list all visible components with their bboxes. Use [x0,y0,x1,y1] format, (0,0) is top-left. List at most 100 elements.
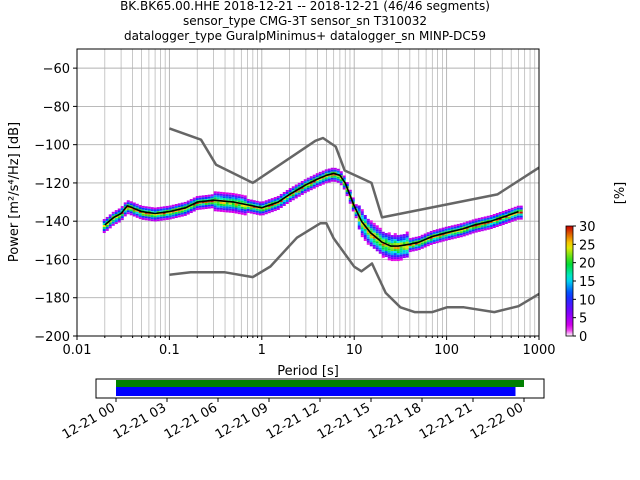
coverage-tick-label: 12-21 09 [213,400,271,442]
pdf-cell [495,225,499,228]
pdf-cell [252,210,256,213]
pdf-cell [288,188,292,191]
pdf-cell [375,239,379,242]
pdf-cell [231,210,235,213]
pdf-cell [159,214,163,217]
pdf-cell [240,206,244,209]
pdf-cell [366,230,370,233]
pdf-cell [348,199,352,202]
pdf-cell [108,224,112,227]
pdf-cell [141,217,145,220]
pdf-cell [420,242,424,245]
pdf-cell [384,241,388,244]
coverage-tick-label: 12-21 15 [315,400,373,442]
pdf-cell [198,203,202,206]
pdf-cell [306,187,310,190]
pdf-cell [474,218,478,221]
pdf-cell [159,212,163,215]
pdf-cell [162,218,166,221]
pdf-cell [261,211,265,214]
pdf-cell [258,203,262,206]
pdf-cell [291,190,295,193]
pdf-cell [387,246,391,249]
pdf-cell [438,234,442,237]
pdf-cell [174,212,178,215]
pdf-cell [396,257,400,260]
pdf-cell [279,193,283,196]
pdf-cell [489,223,493,226]
pdf-cell [486,215,490,218]
pdf-cell [516,213,520,216]
pdf-cell [300,188,304,191]
pdf-cell [207,206,211,209]
pdf-cell [159,208,163,211]
pdf-cell [135,205,139,208]
pdf-cell [276,205,280,208]
pdf-cell [483,216,487,219]
pdf-cell [354,214,358,217]
pdf-cell [468,230,472,233]
pdf-cell [315,177,319,180]
pdf-cell [183,211,187,214]
pdf-cell [405,255,409,258]
pdf-cell [165,213,169,216]
pdf-cell [492,218,496,221]
pdf-cell [315,181,319,184]
pdf-cell [273,199,277,202]
pdf-cell [483,222,487,225]
pdf-cell [312,180,316,183]
pdf-cell [357,219,361,222]
pdf-cell [519,205,523,208]
pdf-cell [117,218,121,221]
pdf-cell [273,203,277,206]
pdf-cell [240,210,244,213]
pdf-cell [153,207,157,210]
pdf-cell [240,200,244,203]
pdf-cell [120,206,124,209]
pdf-cell [192,203,196,206]
pdf-cell [471,221,475,224]
pdf-cell [435,233,439,236]
pdf-cell [237,196,241,199]
pdf-cell [246,198,250,201]
pdf-cell [351,207,355,210]
pdf-cell [261,205,265,208]
pdf-cell [468,228,472,231]
pdf-cell [498,216,502,219]
pdf-cell [249,203,253,206]
pdf-cell [489,219,493,222]
pdf-cell [327,174,331,177]
pdf-cell [168,213,172,216]
pdf-cell [402,250,406,253]
pdf-cell [402,242,406,245]
pdf-cell [489,215,493,218]
pdf-cell [267,209,271,212]
pdf-cell [210,202,214,205]
pdf-cell [468,222,472,225]
pdf-cell [270,210,274,213]
pdf-cell [372,236,376,239]
pdf-cell [240,208,244,211]
pdf-cell [300,192,304,195]
pdf-cell [468,220,472,223]
pdf-cell [162,214,166,217]
pdf-cell [252,208,256,211]
pdf-cell [474,224,478,227]
pdf-cell [219,195,223,198]
ppsd-plot: 0.01 0.1 1 10 100 1000 −200 −180 −160 −140 −120 −10… [7,48,556,379]
pdf-cell [324,181,328,184]
pdf-cell [336,180,340,183]
pdf-cell [333,169,337,172]
pdf-cell [456,225,460,228]
pdf-cell [387,242,391,245]
x-tick-label: 100 [434,343,459,358]
pdf-cell [222,202,226,205]
pdf-cell [195,204,199,207]
pdf-cell [471,223,475,226]
pdf-cell [357,213,361,216]
pdf-cell [258,207,262,210]
pdf-cell [156,209,160,212]
pdf-cell [417,248,421,251]
pdf-cell [465,229,469,232]
pdf-cell [456,227,460,230]
